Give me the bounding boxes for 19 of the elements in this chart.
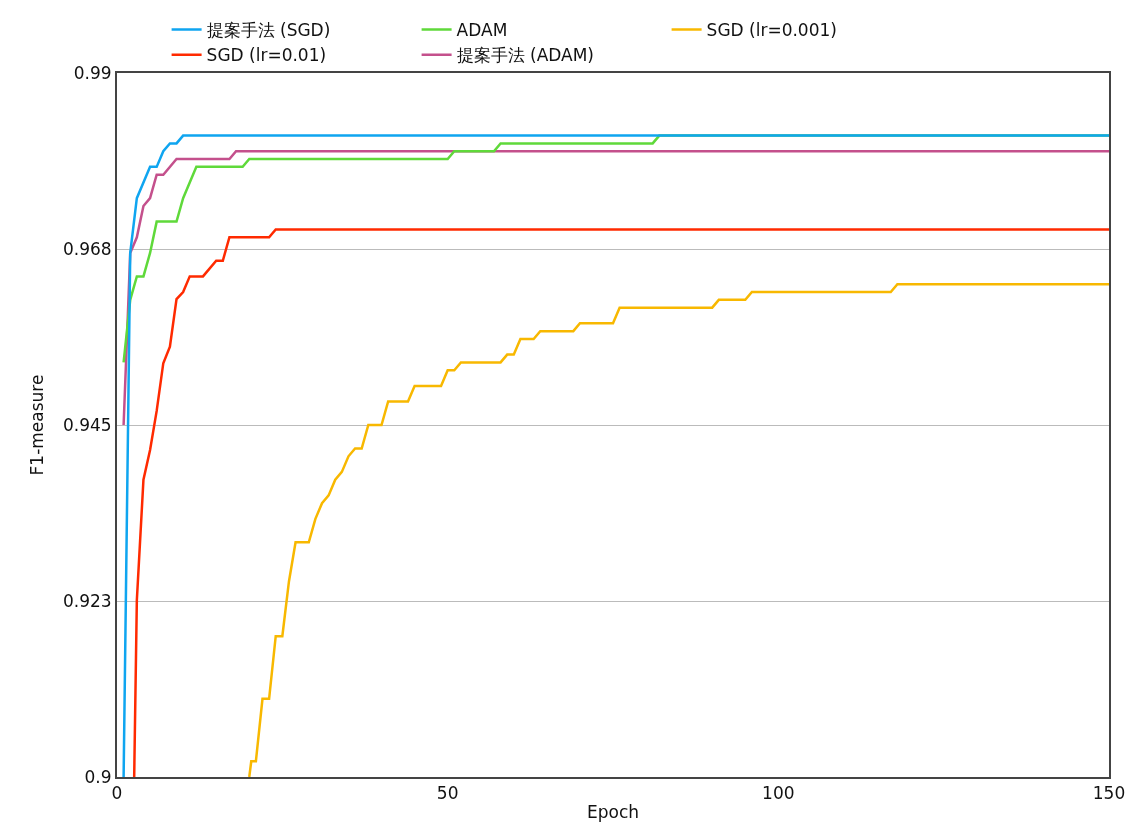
y-tick-label: 0.99 (73, 62, 112, 83)
y-tick-label: 0.945 (62, 414, 112, 435)
y-tick-label: 0.9 (84, 766, 112, 787)
legend-label: 提案手法 (ADAM) (456, 45, 594, 66)
y-tick-label: 0.923 (62, 590, 112, 611)
legend-label: SGD (lr=0.01) (206, 45, 327, 66)
y-axis-title: F1-measure (26, 374, 47, 476)
x-tick-label: 150 (1092, 783, 1126, 804)
line-series (122, 134, 1109, 777)
x-tick-label: 50 (436, 783, 459, 804)
x-tick-label: 100 (762, 783, 795, 804)
line-series (132, 228, 1109, 777)
legend-label: SGD (lr=0.001) (706, 20, 837, 41)
legend-label: ADAM (456, 20, 508, 41)
line-series (248, 282, 1109, 777)
x-tick-label: 0 (111, 783, 123, 804)
x-axis-title: Epoch (586, 802, 640, 823)
legend-label: 提案手法 (SGD) (206, 20, 331, 41)
y-tick-label: 0.968 (62, 238, 112, 259)
